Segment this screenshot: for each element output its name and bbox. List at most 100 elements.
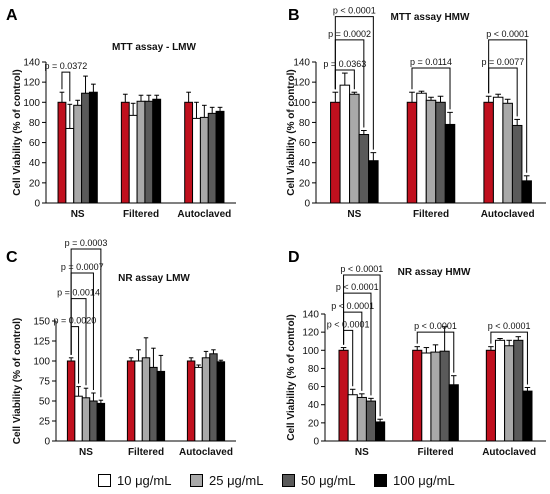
p-value-label: p = 0.0372	[44, 61, 87, 71]
bar	[186, 360, 196, 442]
bar	[358, 134, 370, 204]
bar	[375, 421, 386, 442]
bar	[513, 339, 524, 442]
bar	[149, 366, 158, 442]
p-value-label: p < 0.0001	[340, 264, 383, 274]
bar	[356, 396, 367, 442]
bar	[156, 370, 166, 442]
x-category-label: Autoclaved	[179, 447, 233, 458]
bar	[504, 345, 515, 442]
y-tick-label: 100	[302, 346, 319, 357]
x-category-label: Autoclaved	[482, 447, 536, 458]
panel-c: C NR assay LMW Cell Viability (% of contro…	[6, 238, 236, 458]
panel-letter: C	[6, 249, 18, 266]
bar	[448, 384, 459, 442]
legend-swatch-25	[190, 473, 203, 487]
y-tick-label: 0	[44, 437, 50, 448]
p-value-label: p < 0.0001	[486, 29, 529, 39]
panel-letter: B	[288, 7, 300, 24]
x-category-label: NS	[355, 447, 369, 458]
legend-swatch-100	[374, 473, 387, 487]
bar	[134, 360, 143, 442]
x-category-label: Filtered	[123, 209, 159, 220]
x-category-label: Filtered	[128, 447, 164, 458]
significance-bracket	[490, 331, 528, 385]
legend-item-25: 25 μg/mL	[190, 472, 263, 488]
bar	[435, 101, 446, 204]
panel-a: A MTT assay - LMW Cell Viability (% of con…	[6, 7, 236, 220]
y-tick-label: 100	[33, 357, 50, 368]
p-value-label: p = 0.0114	[410, 57, 452, 67]
panel-title: MTT assay - LMW	[112, 42, 196, 53]
p-value-label: p = 0.0007	[61, 262, 104, 272]
bar	[444, 123, 456, 204]
y-axis-label: Cell Viability (% of control)	[286, 69, 297, 196]
significance-bracket	[70, 326, 80, 384]
p-value-label: p < 0.0001	[414, 321, 457, 331]
bar	[483, 101, 494, 204]
bar	[88, 91, 98, 204]
legend-item-10: 10 μg/mL	[98, 472, 171, 488]
y-tick-label: 50	[39, 397, 51, 408]
legend-item-100: 100 μg/mL	[374, 472, 455, 488]
y-tick-label: 0	[313, 437, 319, 448]
y-tick-label: 20	[308, 418, 320, 429]
bar	[65, 127, 75, 204]
panel-d: D NR assay HMW Cell Viability (% of contro…	[286, 249, 546, 458]
bar	[430, 351, 441, 442]
p-value-label: p = 0.0014	[57, 288, 100, 298]
y-tick-label: 140	[23, 58, 40, 69]
y-tick-label: 150	[33, 317, 50, 328]
bar	[192, 117, 201, 204]
bar	[492, 96, 504, 204]
significance-bracket	[416, 331, 455, 373]
y-tick-label: 25	[39, 417, 51, 428]
bar	[141, 357, 151, 442]
bar	[421, 352, 432, 442]
y-tick-label: 75	[39, 377, 51, 388]
legend-label-100: 100 μg/mL	[393, 472, 455, 488]
bar	[494, 339, 506, 442]
panel-b: B MTT assay HMW Cell Viability (% of contr…	[286, 6, 546, 220]
p-value-label: p < 0.0001	[327, 319, 370, 329]
y-tick-label: 100	[23, 98, 40, 109]
y-tick-label: 0	[34, 199, 40, 210]
bar	[209, 353, 218, 442]
legend-label-10: 10 μg/mL	[117, 472, 172, 488]
p-value-label: p = 0.0363	[323, 59, 366, 69]
y-tick-label: 20	[29, 178, 41, 189]
bar	[184, 101, 194, 204]
y-tick-label: 40	[29, 158, 41, 169]
bar	[207, 112, 217, 204]
y-tick-label: 100	[293, 98, 310, 109]
bar	[330, 101, 341, 204]
x-category-label: NS	[347, 209, 361, 220]
panel-letter: D	[288, 249, 300, 266]
bar	[339, 84, 351, 204]
bar	[199, 116, 209, 204]
y-tick-label: 80	[29, 118, 41, 129]
p-value-label: p = 0.0077	[482, 57, 525, 67]
y-tick-label: 0	[304, 199, 310, 210]
panel-letter: A	[6, 7, 18, 24]
significance-bracket	[343, 311, 363, 391]
y-axis-label: Cell Viability (% of control)	[12, 69, 23, 196]
significance-bracket	[411, 67, 451, 110]
legend: 10 μg/mL 25 μg/mL 50 μg/mL 100 μg/mL	[0, 468, 550, 492]
significance-bracket	[343, 329, 354, 387]
x-category-label: NS	[79, 447, 93, 458]
bar	[136, 100, 146, 204]
bar	[425, 99, 437, 204]
y-tick-label: 120	[302, 328, 319, 339]
bar	[126, 360, 136, 442]
y-axis-label: Cell Viability (% of control)	[286, 314, 297, 441]
legend-item-50: 50 μg/mL	[282, 472, 355, 488]
bar	[96, 402, 106, 442]
bar	[73, 104, 83, 204]
y-tick-label: 80	[308, 364, 320, 375]
y-tick-label: 40	[299, 158, 311, 169]
p-value-label: p < 0.0001	[336, 282, 379, 292]
p-value-label: p < 0.0001	[333, 6, 376, 16]
y-tick-label: 120	[23, 78, 40, 89]
